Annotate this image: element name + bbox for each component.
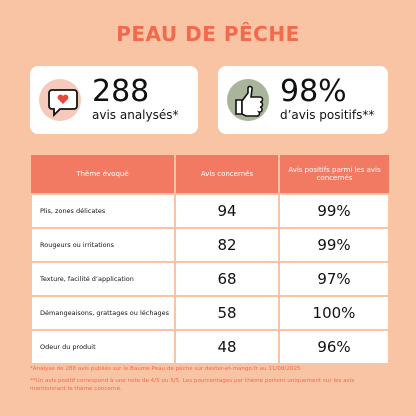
value-cell: 96% bbox=[278, 329, 390, 365]
theme-cell: Texture, facilité d’application bbox=[30, 261, 176, 297]
column-header: Thème évoqué bbox=[31, 155, 175, 194]
stat-number: 288 bbox=[92, 74, 150, 109]
results-table: Thème évoqué Avis concernés Avis positifs … bbox=[30, 155, 390, 365]
footnote: *Analyse de 288 avis publiés sur le Baum… bbox=[30, 366, 301, 372]
column-header: Avis positifs parmi les avis concernés bbox=[278, 155, 389, 194]
table-row: Odeur du produit 48 96% bbox=[30, 329, 390, 365]
table-row: Plis, zones délicates 94 99% bbox=[30, 193, 390, 229]
stat-number: 98% bbox=[280, 74, 347, 109]
value-cell: 100% bbox=[278, 295, 390, 331]
stat-card: 288 avis analysés* bbox=[30, 66, 198, 134]
stat-label: d’avis positifs** bbox=[280, 108, 375, 122]
value-cell: 48 bbox=[174, 329, 280, 365]
theme-cell: Plis, zones délicates bbox=[30, 193, 176, 229]
table-body: Plis, zones délicates 94 99% Rougeurs ou ir… bbox=[30, 193, 390, 365]
header-row: Thème évoqué Avis concernés Avis positifs … bbox=[31, 155, 389, 194]
theme-cell: Odeur du produit bbox=[30, 329, 176, 365]
value-cell: 58 bbox=[174, 295, 280, 331]
stat-card: 98% d’avis positifs** bbox=[218, 66, 388, 134]
value-cell: 99% bbox=[278, 227, 390, 263]
column-header: Avis concernés bbox=[174, 155, 279, 194]
thumbs-up-icon bbox=[227, 79, 269, 121]
title: PEAU DE PÊCHE bbox=[116, 22, 300, 46]
value-cell: 99% bbox=[278, 193, 390, 229]
review-icon bbox=[39, 79, 81, 121]
value-cell: 68 bbox=[174, 261, 280, 297]
value-cell: 82 bbox=[174, 227, 280, 263]
table-row: Texture, facilité d’application 68 97% bbox=[30, 261, 390, 297]
table-row: Rougeurs ou irritations 82 99% bbox=[30, 227, 390, 263]
theme-cell: Démangeaisons, grattages ou léchages bbox=[30, 295, 176, 331]
stat-label: avis analysés* bbox=[92, 108, 179, 122]
theme-cell: Rougeurs ou irritations bbox=[30, 227, 176, 263]
footnote: **Un avis positif correspond à une note … bbox=[30, 378, 355, 392]
table-row: Démangeaisons, grattages ou léchages 58 10… bbox=[30, 295, 390, 331]
value-cell: 97% bbox=[278, 261, 390, 297]
value-cell: 94 bbox=[174, 193, 280, 229]
